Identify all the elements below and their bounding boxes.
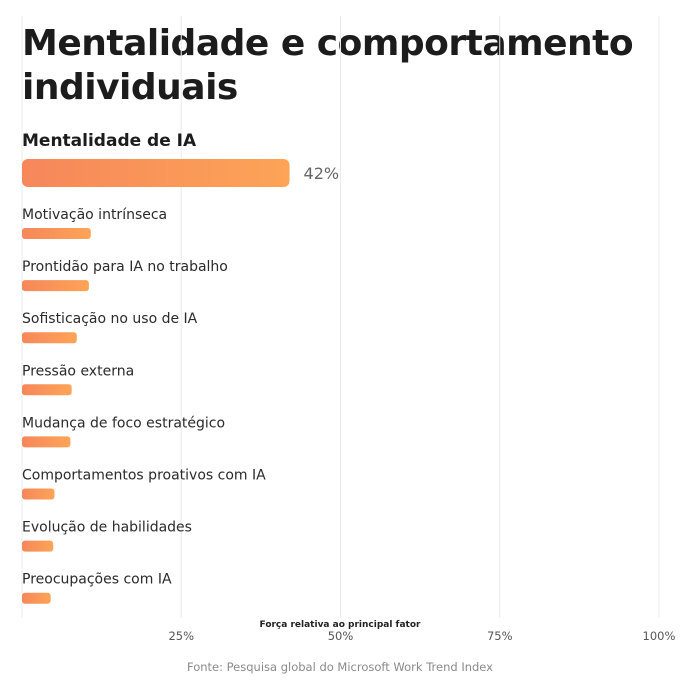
bar	[22, 280, 89, 292]
category-label: Preocupações com IA	[22, 572, 172, 588]
chart-title: Mentalidade e comportamento individuais	[22, 23, 634, 108]
category-label: Motivação intrínseca	[22, 207, 167, 223]
gridlines	[21, 16, 660, 618]
category-label: Pressão externa	[22, 363, 134, 379]
category-label: Prontidão para IA no trabalho	[22, 259, 228, 275]
x-tick-label: 50%	[328, 629, 354, 640]
bar	[22, 436, 71, 448]
source-note: Fonte: Pesquisa global do Microsoft Work…	[187, 660, 493, 674]
bar	[22, 332, 77, 344]
bar-chart: Mentalidade de IA 42% Motivação intrínseca…	[21, 16, 676, 640]
bar	[22, 228, 91, 239]
bar	[22, 384, 72, 396]
category-labels: Mentalidade de IA 42% Motivação intrínseca…	[22, 131, 339, 588]
x-tick-label: 75%	[487, 629, 513, 640]
category-label: Sofisticação no uso de IA	[22, 311, 198, 327]
category-label: Evolução de habilidades	[22, 520, 192, 536]
x-axis-title: Força relativa ao principal fator	[259, 620, 421, 630]
bar	[22, 592, 51, 604]
bar	[22, 488, 55, 500]
x-tick-label: 25%	[168, 629, 194, 640]
data-label: 42%	[304, 164, 340, 183]
bar	[22, 540, 54, 552]
category-label: Mentalidade de IA	[22, 131, 197, 151]
x-tick-label: 100%	[643, 629, 676, 640]
bars	[22, 159, 290, 604]
bar	[22, 159, 290, 187]
x-axis-ticks: 25% 50% 75% 100%	[168, 629, 675, 640]
category-label: Mudança de foco estratégico	[22, 415, 225, 431]
category-label: Comportamentos proativos com IA	[22, 468, 266, 484]
